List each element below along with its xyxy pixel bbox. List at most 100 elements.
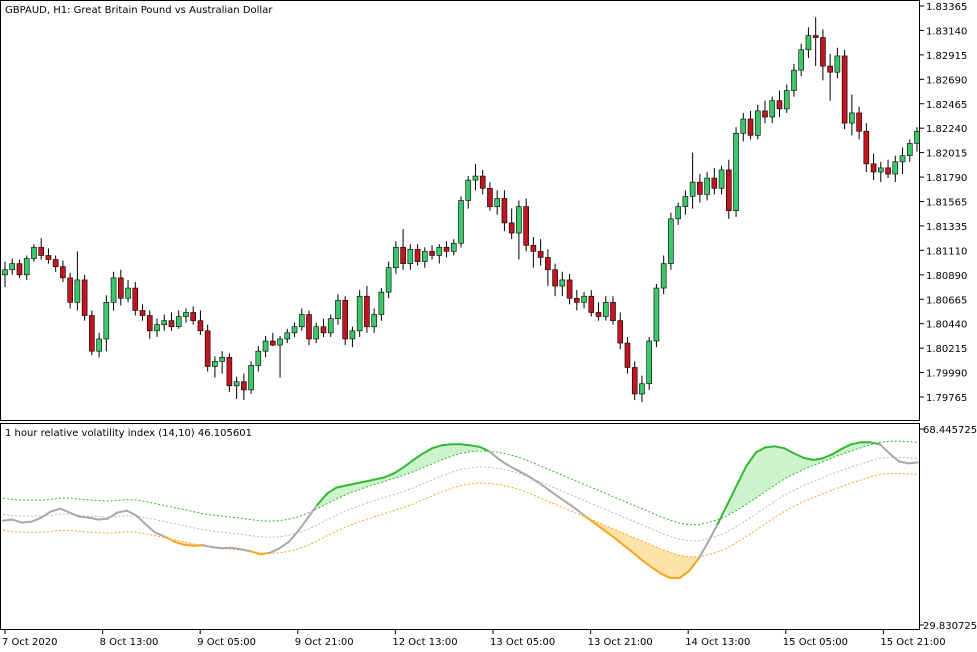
candle [595, 302, 602, 321]
candle [617, 312, 624, 350]
price-tick-label: 1.80665 [926, 295, 967, 306]
rvi-line-segment [59, 507, 71, 514]
candle [479, 169, 486, 195]
rvi-line-segment [793, 452, 805, 459]
price-axis: 1.83365 1.83140 1.82915 1.82690 1.82465 1.822… [920, 2, 967, 404]
rvi-line-segment [497, 457, 510, 467]
rvi-line-segment [602, 528, 614, 538]
rvi-line-segment [678, 569, 691, 579]
candle [494, 190, 500, 215]
time-tick-label: 13 Oct 05:00 [490, 637, 555, 648]
candle [139, 304, 146, 321]
candle [530, 237, 537, 268]
rvi-upper-fill [736, 465, 747, 511]
rvi-line-segment [526, 474, 538, 483]
candle [581, 292, 587, 309]
candle [110, 271, 117, 311]
candle [754, 104, 761, 140]
rvi-line-segment [888, 452, 900, 463]
rvi-line-segment [192, 544, 205, 547]
candle [371, 308, 377, 333]
candle [52, 255, 59, 272]
candle [443, 241, 450, 258]
candlestick-series [2, 17, 920, 403]
price-tick-label: 1.82915 [926, 51, 967, 62]
candle [668, 212, 674, 270]
main-panel-frame [0, 0, 920, 421]
rvi-upper-fill [346, 483, 356, 495]
candle [559, 271, 566, 297]
main-chart-title: GBPAUD, H1: Great Britain Pound vs Austr… [5, 5, 273, 16]
rvi-line-segment [135, 514, 147, 526]
rvi-line-segment [659, 572, 672, 579]
rvi-line-segment [40, 510, 52, 519]
candle [689, 152, 696, 209]
rvi-line-segment [125, 509, 138, 517]
candle [197, 310, 204, 335]
rvi-line-segment [211, 546, 224, 550]
indicator-tick-label: 68.445725 [923, 425, 977, 436]
rvi-line-segment [907, 461, 919, 465]
candle [878, 161, 884, 183]
candle [146, 310, 153, 339]
rvi-line-segment [97, 517, 109, 521]
candle [508, 208, 515, 240]
rvi-upper-fill [755, 447, 766, 499]
rvi-line-segment [30, 516, 43, 523]
candle [856, 106, 862, 140]
rvi-upper-fill [431, 445, 442, 464]
candle [118, 269, 124, 306]
candle [313, 322, 320, 344]
candle [523, 198, 529, 252]
rvi-lower-fill [660, 548, 671, 578]
rvi-line-segment [364, 478, 376, 483]
rvi-upper-fill [412, 453, 423, 472]
candle [298, 308, 305, 331]
candle [400, 229, 406, 270]
rvi-line-segment [583, 514, 595, 524]
rvi-line-segment [202, 544, 214, 549]
rvi-line-segment [735, 464, 748, 487]
candle [306, 310, 312, 346]
candle [364, 286, 370, 333]
rvi-line-segment [402, 459, 414, 469]
rvi-line-segment [802, 456, 815, 461]
candle [450, 239, 457, 256]
candle [183, 308, 189, 323]
candle [885, 159, 891, 179]
rvi-line-segment [507, 464, 519, 472]
rvi-line-segment [144, 523, 157, 534]
rvi-lower-fill [613, 528, 623, 545]
candle [125, 279, 131, 303]
price-tick-label: 1.82240 [926, 124, 967, 135]
rvi-line-segment [831, 447, 843, 456]
candle [545, 249, 551, 287]
rvi-lower-fill [651, 544, 661, 574]
rvi-line-segment [726, 484, 738, 506]
rvi-lower-fill [670, 552, 680, 578]
rvi-line-segment [307, 503, 319, 519]
rvi-line-segment [697, 540, 710, 560]
time-tick-label: 7 Oct 2020 [2, 637, 57, 648]
rvi-line-segment [545, 487, 557, 497]
candle [465, 176, 472, 209]
candle [566, 273, 573, 305]
rvi-upper-fill [441, 444, 451, 460]
candle [74, 251, 81, 311]
candle [335, 294, 341, 325]
candle [827, 53, 833, 101]
candle [458, 196, 464, 248]
rvi-upper-fill [727, 485, 737, 516]
time-axis: 7 Oct 2020 8 Oct 13:00 9 Oct 05:00 9 Oct 21… [2, 630, 946, 648]
rvi-line-segment [173, 540, 186, 546]
candle [472, 163, 479, 191]
rvi-lower-band [2, 472, 919, 558]
candle [327, 314, 334, 337]
candle [248, 361, 254, 394]
rvi-upper-fill [460, 444, 471, 454]
candle [675, 202, 681, 225]
candle [718, 165, 725, 195]
rvi-line-segment [640, 558, 653, 568]
candle [212, 356, 218, 378]
candle [219, 351, 225, 374]
